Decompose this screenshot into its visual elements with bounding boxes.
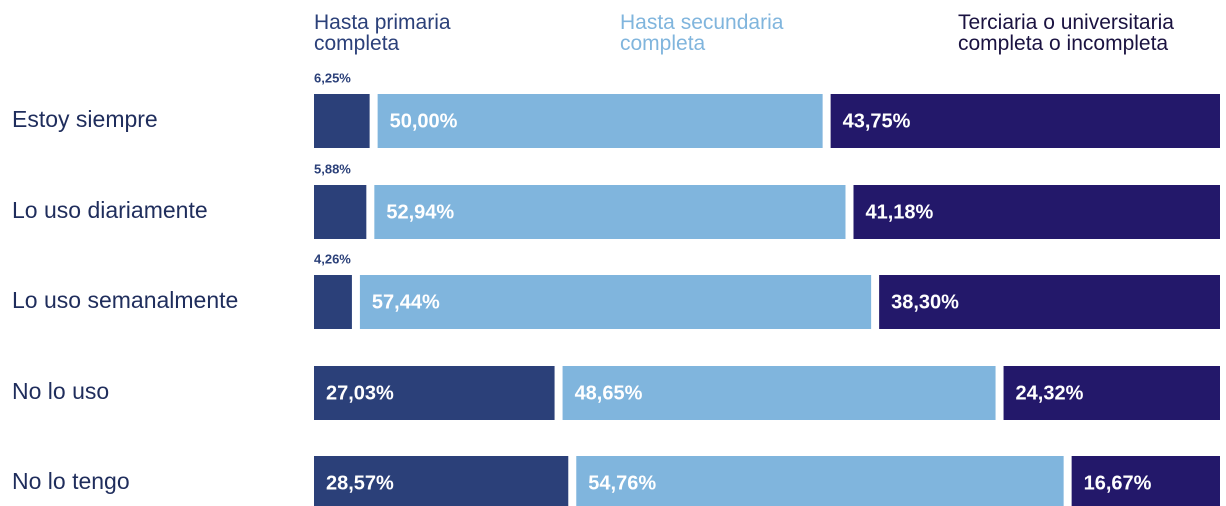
bar-segment [853,185,1220,239]
category-label: Lo uso semanalmente [12,287,238,313]
category-label: Lo uso diariamente [12,197,208,223]
value-label: 57,44% [372,291,440,313]
bar-segment [359,275,872,329]
value-label: 38,30% [891,291,959,313]
value-label: 6,25% [314,70,351,85]
bar-segment [830,94,1220,148]
bar-segment [314,366,555,420]
value-label: 16,67% [1084,472,1152,494]
value-label: 5,88% [314,161,351,176]
bar-segment [1071,456,1220,506]
value-label: 4,26% [314,251,351,266]
category-label: No lo uso [12,378,109,404]
value-label: 41,18% [865,201,933,223]
value-label: 28,57% [326,472,394,494]
bar-segment [314,456,569,506]
value-label: 50,00% [390,110,458,132]
bar-segment [1003,366,1220,420]
legend-entry: Hasta secundaria completa [620,11,784,55]
bar-segment [374,185,846,239]
category-label: No lo tengo [12,468,130,494]
bar-segment [314,185,367,239]
value-label: 52,94% [386,201,454,223]
bar-segment [314,275,352,329]
value-label: 54,76% [588,472,656,494]
bar-segment [314,94,370,148]
value-label: 43,75% [843,110,911,132]
legend-entry: Terciaria o universitaria completa o inc… [958,11,1174,55]
value-label: 24,32% [1016,382,1084,404]
category-label: Estoy siempre [12,106,158,132]
bar-segment [576,456,1064,506]
bar-segment [377,94,823,148]
bar-segment [879,275,1220,329]
bar-segment [562,366,996,420]
value-label: 48,65% [575,382,643,404]
value-label: 27,03% [326,382,394,404]
legend-entry: Hasta primaria completa [314,11,451,55]
